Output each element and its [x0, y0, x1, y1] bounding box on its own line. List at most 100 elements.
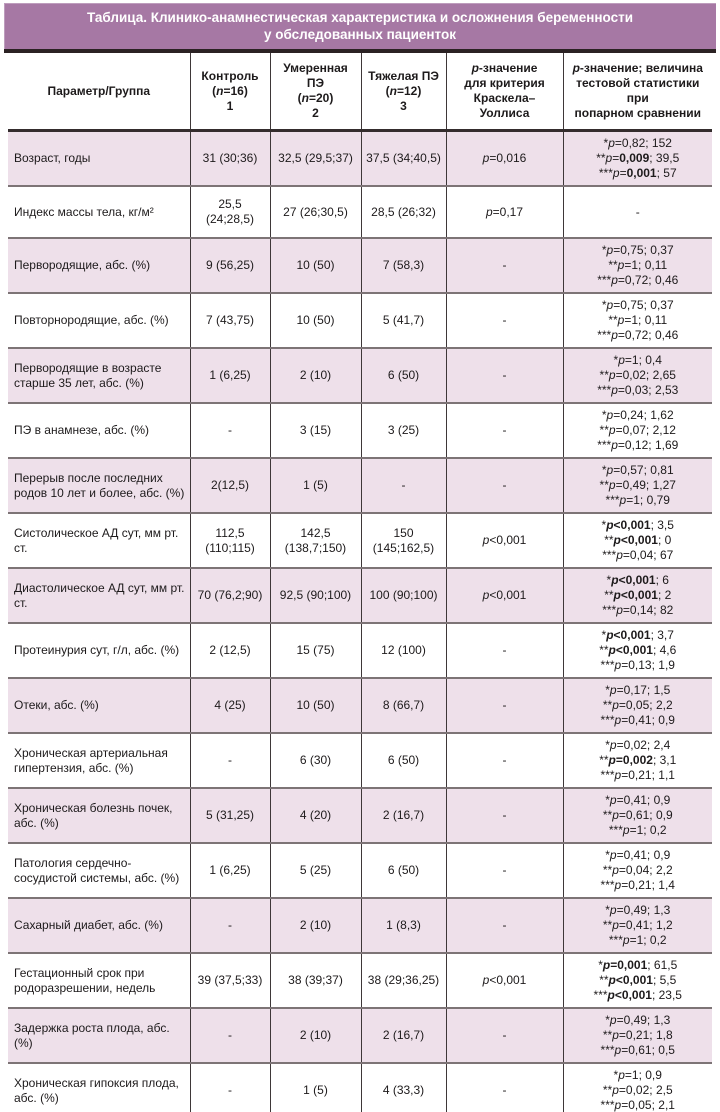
cell-moderate-pe: 4 (20) [269, 788, 361, 844]
cell-control: - [189, 403, 270, 459]
cell-kruskal-wallis-p: - [445, 403, 563, 459]
cell-pairwise-p: *p=0,02; 2,4 **p=0,002; 3,1 ***p=0,21; 1,1 [562, 733, 712, 789]
cell-kruskal-wallis-p: - [445, 788, 563, 844]
cell-kruskal-wallis-p: - [445, 898, 563, 954]
cell-kruskal-wallis-p: - [445, 348, 563, 404]
cell-severe-pe: 12 (100) [360, 623, 446, 679]
cell-param: Патология сердечно-сосудистой системы, а… [8, 843, 190, 899]
table-row: Хроническая артериальная гипертензия, аб… [8, 733, 712, 789]
cell-param: Гестационный срок при родоразрешении, не… [8, 953, 190, 1009]
cell-param: Протеинурия сут, г/л, абс. (%) [8, 623, 190, 679]
table-row: Повторнородящие, абс. (%) 7 (43,75) 10 (50… [8, 293, 712, 349]
table-row: Перерыв после последних родов 10 лет и б… [8, 458, 712, 514]
cell-moderate-pe: 15 (75) [269, 623, 361, 679]
cell-param: Хроническая болезнь почек, абс. (%) [8, 788, 190, 844]
cell-param: Первородящие в возрасте старше 35 лет, а… [8, 348, 190, 404]
cell-moderate-pe: 2 (10) [269, 1008, 361, 1064]
table-row: Хроническая гипоксия плода, абс. (%) -1 (… [8, 1063, 712, 1112]
table-row: Систолическое АД сут, мм рт. ст. 112,5 (1… [8, 513, 712, 569]
table-row: ПЭ в анамнезе, абс. (%) -3 (15) 3 (25) - *p=… [8, 403, 712, 459]
table-row: Гестационный срок при родоразрешении, не… [8, 953, 712, 1009]
cell-moderate-pe: 27 (26;30,5) [269, 186, 361, 239]
cell-param: Отеки, абс. (%) [8, 678, 190, 734]
cell-severe-pe: 3 (25) [360, 403, 446, 459]
cell-control: 2 (12,5) [189, 623, 270, 679]
cell-moderate-pe: 38 (39;37) [269, 953, 361, 1009]
cell-kruskal-wallis-p: - [445, 293, 563, 349]
table-row: Отеки, абс. (%) 4 (25) 10 (50) 8 (66,7) - *p=… [8, 678, 712, 734]
table-row: Диастолическое АД сут, мм рт. ст. 70 (76,… [8, 568, 712, 624]
cell-pairwise-p: *p=0,17; 1,5 **p=0,05; 2,2 ***p=0,41; 0,9 [562, 678, 712, 734]
cell-kruskal-wallis-p: - [445, 1063, 563, 1112]
table-row: Возраст, годы 31 (30;36) 32,5 (29,5;37) 37,… [8, 130, 712, 187]
cell-moderate-pe: 10 (50) [269, 238, 361, 294]
cell-pairwise-p: *p=1; 0,9 **p=0,02; 2,5 ***p=0,05; 2,1 [562, 1063, 712, 1112]
cell-control: 112,5 (110;115) [189, 513, 270, 569]
cell-kruskal-wallis-p: - [445, 458, 563, 514]
cell-kruskal-wallis-p: p<0,001 [445, 568, 563, 624]
cell-control: - [189, 1008, 270, 1064]
cell-pairwise-p: *p=0,41; 0,9 **p=0,61; 0,9 ***p=1; 0,2 [562, 788, 712, 844]
cell-severe-pe: 4 (33,3) [360, 1063, 446, 1112]
cell-control: 9 (56,25) [189, 238, 270, 294]
column-header-4: p-значение для критерия Краскела–Уоллиса [445, 53, 563, 132]
cell-param: Перерыв после последних родов 10 лет и б… [8, 458, 190, 514]
cell-kruskal-wallis-p: - [445, 678, 563, 734]
column-header-0: Параметр/Группа [8, 53, 190, 132]
cell-param: Хроническая артериальная гипертензия, аб… [8, 733, 190, 789]
table-row: Протеинурия сут, г/л, абс. (%) 2 (12,5) 15… [8, 623, 712, 679]
cell-moderate-pe: 6 (30) [269, 733, 361, 789]
column-header-5: p-значение; величина тестовой статистики … [562, 53, 712, 132]
cell-control: 1 (6,25) [189, 348, 270, 404]
cell-pairwise-p: - [562, 186, 712, 239]
table-row: Первородящие, абс. (%) 9 (56,25) 10 (50) 7 … [8, 238, 712, 294]
cell-moderate-pe: 10 (50) [269, 678, 361, 734]
cell-kruskal-wallis-p: - [445, 238, 563, 294]
cell-severe-pe: 1 (8,3) [360, 898, 446, 954]
cell-pairwise-p: *p=0,82; 152 **p=0,009; 39,5 ***p=0,001; 5… [562, 130, 712, 187]
cell-moderate-pe: 2 (10) [269, 898, 361, 954]
cell-control: - [189, 898, 270, 954]
cell-severe-pe: 150 (145;162,5) [360, 513, 446, 569]
cell-severe-pe: 5 (41,7) [360, 293, 446, 349]
cell-kruskal-wallis-p: p=0,016 [445, 130, 563, 187]
cell-param: Индекс массы тела, кг/м² [8, 186, 190, 239]
cell-pairwise-p: *p=0,75; 0,37 **p=1; 0,11 ***p=0,72; 0,46 [562, 238, 712, 294]
cell-kruskal-wallis-p: - [445, 1008, 563, 1064]
cell-control: 4 (25) [189, 678, 270, 734]
table-title: Таблица. Клинико-анамнестическая характе… [4, 3, 716, 53]
table-row: Первородящие в возрасте старше 35 лет, а… [8, 348, 712, 404]
cell-moderate-pe: 142,5 (138,7;150) [269, 513, 361, 569]
cell-moderate-pe: 92,5 (90;100) [269, 568, 361, 624]
table-row: Хроническая болезнь почек, абс. (%) 5 (31… [8, 788, 712, 844]
cell-moderate-pe: 32,5 (29,5;37) [269, 130, 361, 187]
cell-severe-pe: 37,5 (34;40,5) [360, 130, 446, 187]
cell-control: 1 (6,25) [189, 843, 270, 899]
cell-pairwise-p: *p=0,001; 61,5 **p<0,001; 5,5 ***p<0,001; … [562, 953, 712, 1009]
cell-moderate-pe: 1 (5) [269, 458, 361, 514]
cell-moderate-pe: 2 (10) [269, 348, 361, 404]
cell-pairwise-p: *p=0,49; 1,3 **p=0,41; 1,2 ***p=1; 0,2 [562, 898, 712, 954]
cell-moderate-pe: 10 (50) [269, 293, 361, 349]
cell-pairwise-p: *p=0,57; 0,81 **p=0,49; 1,27 ***p=1; 0,79 [562, 458, 712, 514]
cell-kruskal-wallis-p: - [445, 843, 563, 899]
cell-pairwise-p: *p=0,24; 1,62 **p=0,07; 2,12 ***p=0,12; 1,… [562, 403, 712, 459]
cell-moderate-pe: 1 (5) [269, 1063, 361, 1112]
table-row: Сахарный диабет, абс. (%) -2 (10) 1 (8,3) -… [8, 898, 712, 954]
clinical-data-table: Параметр/Группа Контроль (n=16) 1 Умеренная … [8, 53, 712, 1112]
cell-param: Диастолическое АД сут, мм рт. ст. [8, 568, 190, 624]
cell-param: Систолическое АД сут, мм рт. ст. [8, 513, 190, 569]
cell-severe-pe: 28,5 (26;32) [360, 186, 446, 239]
cell-param: Сахарный диабет, абс. (%) [8, 898, 190, 954]
table-title-line1: Таблица. Клинико-анамнестическая характе… [86, 10, 634, 25]
cell-control: - [189, 1063, 270, 1112]
cell-severe-pe: 6 (50) [360, 348, 446, 404]
cell-param: Возраст, годы [8, 130, 190, 187]
cell-control: 39 (37,5;33) [189, 953, 270, 1009]
cell-param: ПЭ в анамнезе, абс. (%) [8, 403, 190, 459]
cell-severe-pe: 2 (16,7) [360, 788, 446, 844]
table-title-line2: у обследованных пациенток [264, 27, 456, 42]
cell-control: 31 (30;36) [189, 130, 270, 187]
cell-kruskal-wallis-p: - [445, 623, 563, 679]
